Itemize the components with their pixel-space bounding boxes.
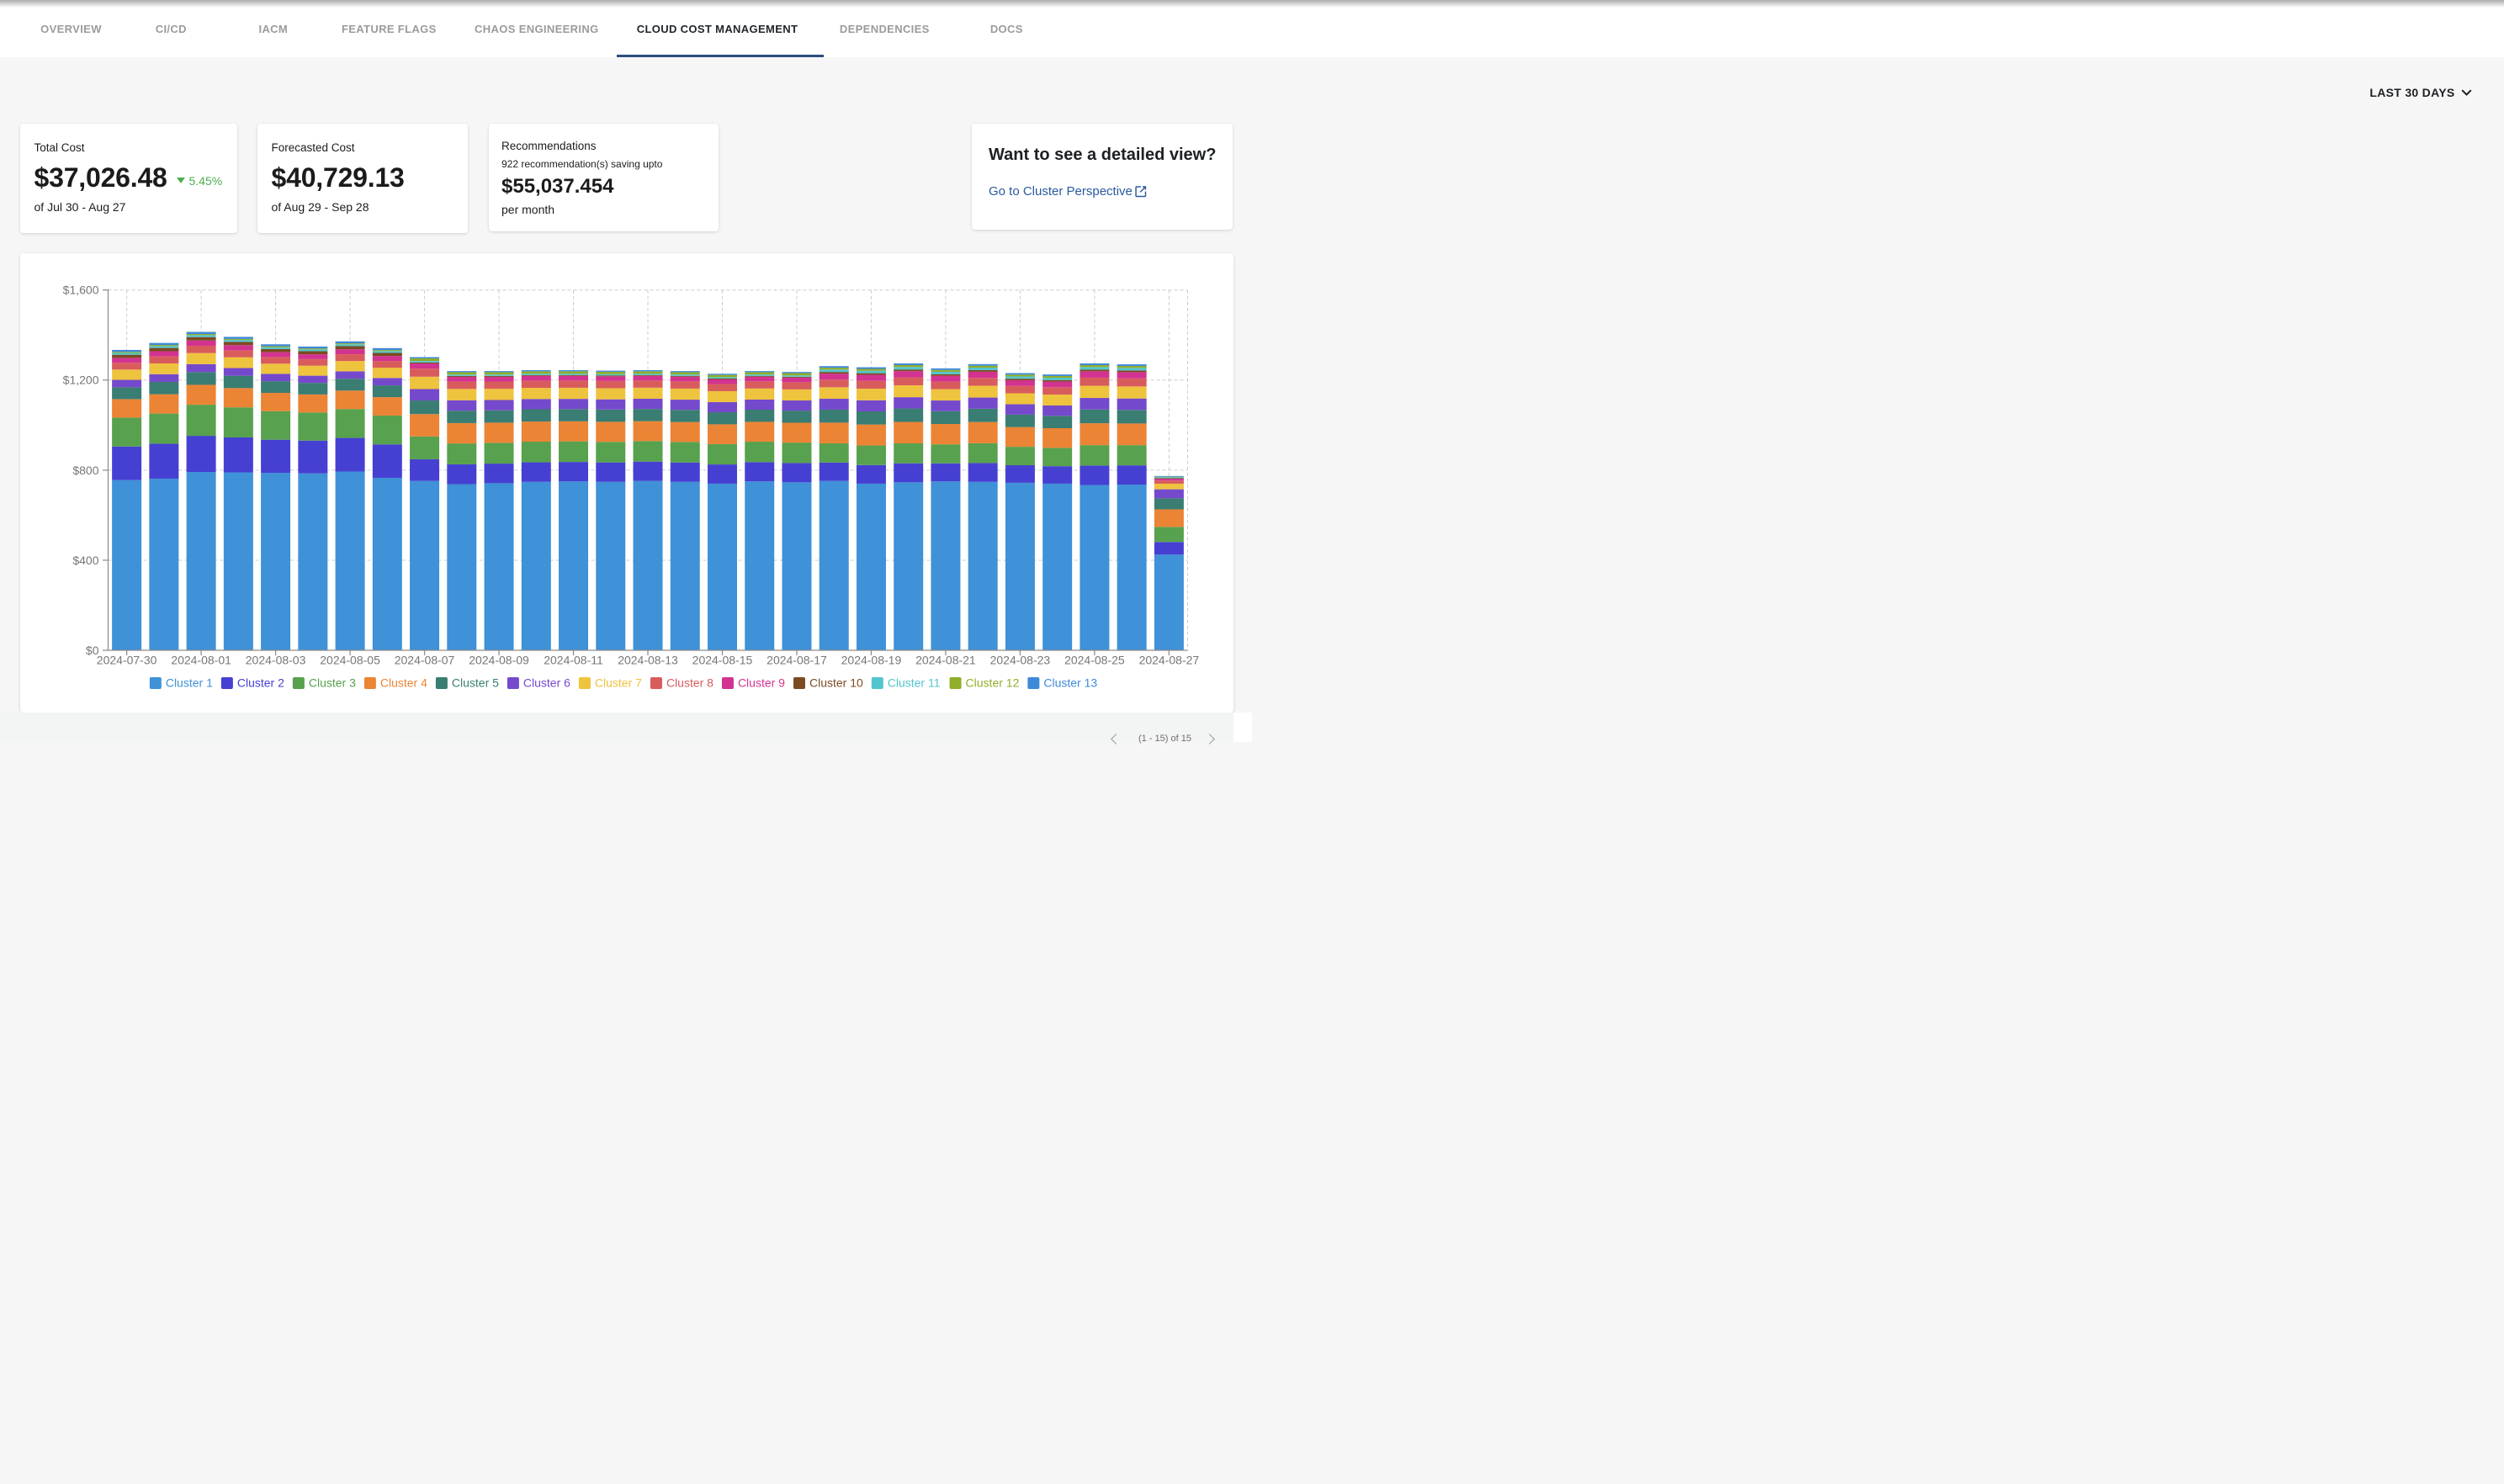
svg-text:2024-08-11: 2024-08-11 <box>544 654 603 667</box>
svg-text:$1,200: $1,200 <box>63 374 99 387</box>
svg-text:2024-08-25: 2024-08-25 <box>1064 654 1125 667</box>
svg-text:Cluster 11: Cluster 11 <box>888 676 941 690</box>
svg-text:Cluster 4: Cluster 4 <box>380 676 427 690</box>
svg-text:Cluster 3: Cluster 3 <box>309 676 356 690</box>
svg-text:2024-08-27: 2024-08-27 <box>1139 654 1200 667</box>
svg-text:$400: $400 <box>72 554 98 567</box>
svg-text:Cluster 9: Cluster 9 <box>738 676 785 690</box>
svg-text:2024-08-07: 2024-08-07 <box>395 654 455 667</box>
svg-text:Cluster 8: Cluster 8 <box>666 676 714 690</box>
svg-text:Cluster 12: Cluster 12 <box>966 676 1020 690</box>
svg-text:Cluster 6: Cluster 6 <box>523 676 570 690</box>
svg-text:$1,600: $1,600 <box>63 284 99 297</box>
svg-text:$800: $800 <box>72 464 98 477</box>
svg-text:2024-08-01: 2024-08-01 <box>171 654 231 667</box>
svg-text:2024-08-17: 2024-08-17 <box>767 654 827 667</box>
svg-text:Cluster 13: Cluster 13 <box>1043 676 1097 690</box>
svg-text:2024-07-30: 2024-07-30 <box>97 654 157 667</box>
svg-text:2024-08-15: 2024-08-15 <box>692 654 753 667</box>
svg-text:2024-08-19: 2024-08-19 <box>841 654 902 667</box>
svg-text:2024-08-09: 2024-08-09 <box>469 654 529 667</box>
svg-text:Cluster 2: Cluster 2 <box>237 676 284 690</box>
svg-text:2024-08-13: 2024-08-13 <box>618 654 678 667</box>
svg-text:Cluster 10: Cluster 10 <box>809 676 863 690</box>
svg-text:Cluster 7: Cluster 7 <box>595 676 642 690</box>
svg-text:Cluster 1: Cluster 1 <box>166 676 213 690</box>
svg-text:Cluster 5: Cluster 5 <box>452 676 499 690</box>
svg-text:2024-08-03: 2024-08-03 <box>246 654 306 667</box>
svg-text:2024-08-05: 2024-08-05 <box>320 654 380 667</box>
svg-text:$0: $0 <box>86 644 99 657</box>
svg-text:2024-08-23: 2024-08-23 <box>990 654 1051 667</box>
svg-text:2024-08-21: 2024-08-21 <box>915 654 976 667</box>
